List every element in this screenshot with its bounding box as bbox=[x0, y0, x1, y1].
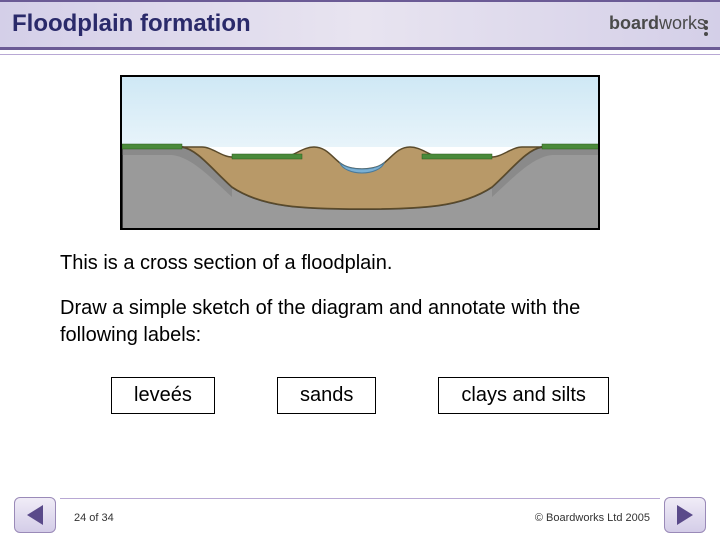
floodplain-diagram bbox=[120, 75, 600, 230]
logo-dots-icon bbox=[704, 20, 708, 36]
footer-bar: 24 of 34 © Boardworks Ltd 2005 bbox=[0, 490, 720, 540]
label-sands: sands bbox=[277, 377, 376, 414]
copyright-text: © Boardworks Ltd 2005 bbox=[535, 512, 650, 524]
page-title: Floodplain formation bbox=[12, 10, 251, 38]
sky bbox=[122, 77, 600, 147]
page-indicator: 24 of 34 bbox=[74, 512, 114, 524]
content-area: This is a cross section of a floodplain.… bbox=[0, 50, 720, 414]
footer-rule bbox=[60, 498, 660, 499]
cross-section-svg bbox=[122, 77, 600, 230]
forward-button[interactable] bbox=[664, 497, 706, 533]
header-underline bbox=[0, 54, 720, 55]
logo-text: boardworks bbox=[609, 13, 706, 34]
description-1: This is a cross section of a floodplain. bbox=[60, 250, 660, 277]
back-button[interactable] bbox=[14, 497, 56, 533]
arrow-right-icon bbox=[677, 505, 693, 525]
arrow-left-icon bbox=[27, 505, 43, 525]
header-bar: Floodplain formation boardworks bbox=[0, 0, 720, 50]
description-2: Draw a simple sketch of the diagram and … bbox=[60, 295, 660, 349]
label-clays-silts: clays and silts bbox=[438, 377, 609, 414]
logo: boardworks bbox=[609, 12, 708, 36]
label-levees: leveés bbox=[111, 377, 215, 414]
labels-row: leveés sands clays and silts bbox=[60, 377, 660, 414]
